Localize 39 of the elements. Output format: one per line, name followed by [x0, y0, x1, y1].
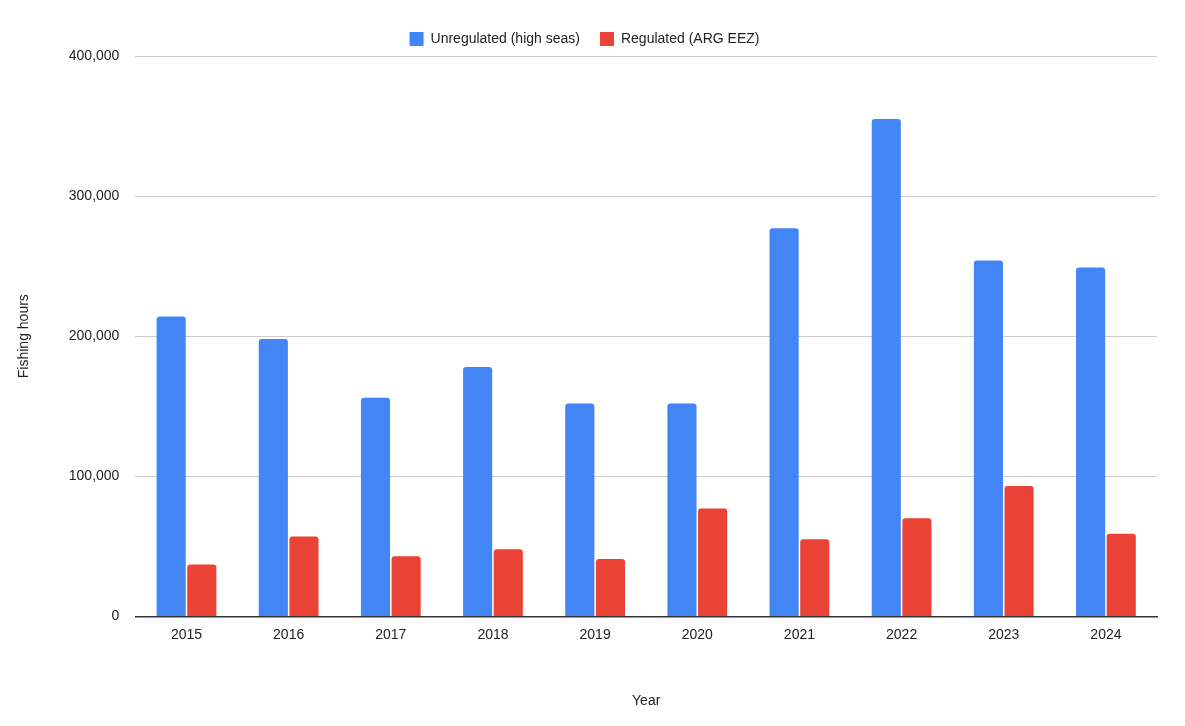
- y-tick-label: 300,000: [68, 186, 120, 203]
- bar: [595, 558, 626, 616]
- x-tick-label: 2015: [170, 625, 203, 642]
- y-tick-label: 200,000: [68, 327, 120, 344]
- y-axis-title: Fishing hours: [15, 294, 32, 379]
- bar: [667, 403, 697, 616]
- x-axis-title: Year: [632, 692, 661, 709]
- x-tick-label: 2018: [477, 625, 509, 642]
- bar: [258, 339, 288, 616]
- bar: [1106, 533, 1136, 616]
- bar: [698, 508, 728, 616]
- bar: [1004, 486, 1034, 616]
- x-tick-label: 2017: [375, 625, 407, 642]
- bar: [1076, 267, 1106, 616]
- bar: [902, 518, 932, 616]
- x-tick-label: 2024: [1090, 625, 1122, 642]
- legend-label: Regulated (ARG EEZ): [620, 29, 760, 46]
- bar: [565, 403, 595, 616]
- bar: [289, 536, 319, 616]
- bar: [493, 549, 523, 616]
- bar: [463, 367, 493, 616]
- x-tick-label: 2016: [273, 625, 305, 642]
- bar: [769, 228, 799, 616]
- bar: [391, 556, 421, 616]
- bar: [973, 260, 1003, 616]
- x-tick-label: 2021: [783, 625, 816, 642]
- bar: [360, 397, 391, 616]
- x-tick-label: 2023: [988, 625, 1020, 642]
- y-tick-label: 0: [111, 607, 120, 624]
- x-tick-label: 2022: [886, 625, 918, 642]
- bar: [871, 119, 901, 616]
- bar: [156, 316, 186, 616]
- bar: [800, 539, 830, 616]
- y-tick-label: 100,000: [68, 467, 120, 484]
- x-tick-label: 2020: [681, 625, 714, 642]
- bar: [187, 564, 217, 616]
- y-tick-label: 400,000: [68, 46, 120, 63]
- x-tick-label: 2019: [579, 625, 611, 642]
- legend-label: Unregulated (high seas): [430, 29, 580, 46]
